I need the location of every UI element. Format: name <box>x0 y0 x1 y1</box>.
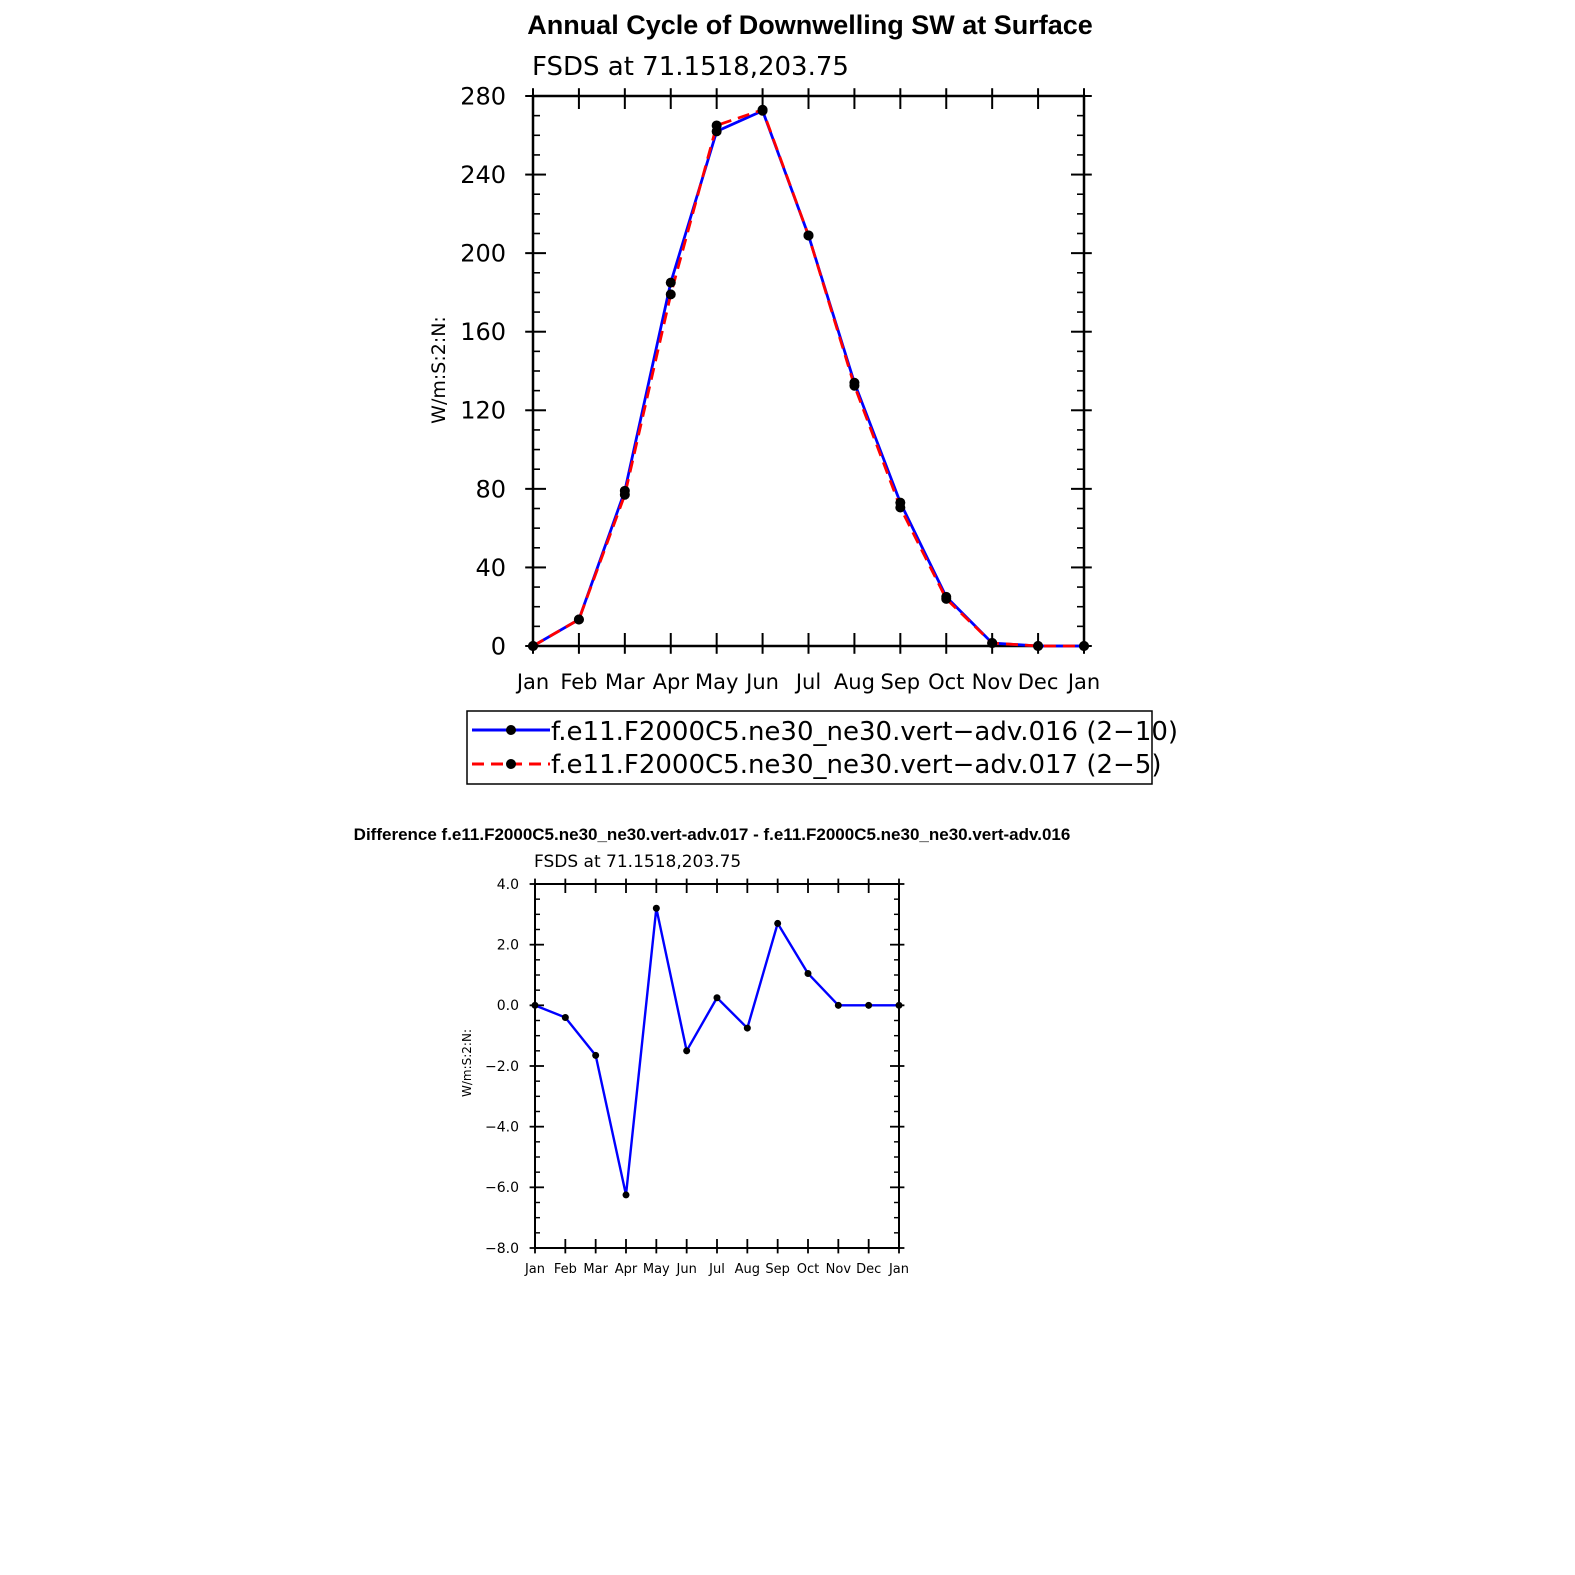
x-tick-label: Feb <box>560 670 597 694</box>
x-tick-label: Jun <box>676 1262 697 1277</box>
data-point <box>573 614 584 625</box>
x-tick-label: Jan <box>515 670 549 694</box>
series-group <box>528 104 1089 651</box>
data-point <box>528 641 538 651</box>
data-point <box>803 230 814 241</box>
axis-ticks: Jan Feb Mar Apr May Jun Jul Aug Sep Oct Nov Dec Jan 0… <box>460 82 1100 694</box>
y-axis-label: W/m:S:2:N: <box>428 316 450 424</box>
difference-chart: Difference f.e11.F2000C5.ne30_ne30.vert-… <box>354 825 1071 1277</box>
data-point <box>895 1001 903 1009</box>
y-tick-label: 40 <box>475 554 506 582</box>
data-point <box>711 120 722 131</box>
y-tick-label: 240 <box>460 161 506 189</box>
y-tick-label: 120 <box>460 397 506 425</box>
y-tick-label: −4.0 <box>485 1120 519 1136</box>
y-tick-label: 80 <box>475 475 506 503</box>
legend-entry-series-1: f.e11.F2000C5.ne30_ne30.vert−adv.016 (2−… <box>472 717 1178 747</box>
data-point <box>743 1024 751 1032</box>
x-tick-label: Jan <box>1066 670 1100 694</box>
x-tick-label: Jan <box>888 1262 909 1277</box>
x-tick-label: Sep <box>881 670 921 694</box>
x-tick-label: Jun <box>744 670 779 694</box>
x-tick-label: Oct <box>928 670 964 694</box>
legend-label: f.e11.F2000C5.ne30_ne30.vert−adv.017 (2−… <box>551 750 1162 780</box>
x-tick-label: Jul <box>708 1262 725 1277</box>
legend-marker <box>506 759 516 769</box>
legend: f.e11.F2000C5.ne30_ne30.vert−adv.016 (2−… <box>466 710 1178 785</box>
legend-frame <box>466 710 1153 785</box>
x-tick-label: Mar <box>583 1262 608 1277</box>
x-tick-label: Jan <box>524 1262 545 1277</box>
legend-label: f.e11.F2000C5.ne30_ne30.vert−adv.016 (2−… <box>551 717 1178 747</box>
legend-entry-series-2: f.e11.F2000C5.ne30_ne30.vert−adv.017 (2−… <box>472 750 1162 780</box>
x-tick-label: Dec <box>1018 670 1059 694</box>
x-tick-label: Sep <box>765 1262 790 1277</box>
data-point <box>834 1001 842 1009</box>
y-tick-label: 4.0 <box>497 877 519 893</box>
x-tick-label: Feb <box>554 1262 577 1277</box>
data-point <box>683 1047 691 1055</box>
series-line-1 <box>532 109 1084 648</box>
data-point <box>622 1191 630 1199</box>
y-axis-label: W/m:S:2:N: <box>460 1029 474 1097</box>
data-point <box>665 289 676 300</box>
y-tick-label: −8.0 <box>485 1241 519 1257</box>
x-tick-label: Apr <box>653 670 690 694</box>
series-line-2 <box>532 108 1084 648</box>
data-point <box>665 277 676 288</box>
x-tick-label: Dec <box>856 1262 881 1277</box>
data-point <box>941 593 952 604</box>
x-tick-label: Nov <box>972 670 1013 694</box>
x-tick-label: Aug <box>735 1262 760 1277</box>
y-tick-label: 160 <box>460 318 506 346</box>
x-tick-label: Nov <box>826 1262 852 1277</box>
chart-title: Annual Cycle of Downwelling SW at Surfac… <box>527 10 1093 40</box>
y-tick-label: −6.0 <box>485 1180 519 1196</box>
x-tick-label: May <box>695 670 738 694</box>
chart-title: Difference f.e11.F2000C5.ne30_ne30.vert-… <box>354 825 1071 844</box>
data-point <box>804 969 812 977</box>
x-tick-label: Apr <box>615 1262 638 1277</box>
plot-frame <box>531 94 1086 648</box>
chart-subtitle: FSDS at 71.1518,203.75 <box>532 52 849 82</box>
x-tick-label: Jul <box>794 670 821 694</box>
data-point <box>1079 641 1089 651</box>
y-tick-label: 0.0 <box>497 998 519 1014</box>
annual-cycle-chart: Annual Cycle of Downwelling SW at Surfac… <box>428 10 1178 785</box>
x-tick-label: Oct <box>797 1262 819 1277</box>
data-point <box>713 994 721 1002</box>
y-tick-label: 280 <box>460 82 506 110</box>
data-point <box>987 638 998 649</box>
data-point <box>652 904 660 912</box>
data-point <box>774 919 782 927</box>
y-tick-label: 2.0 <box>497 938 519 954</box>
data-point <box>531 1001 539 1009</box>
x-tick-label: Aug <box>834 670 875 694</box>
data-point <box>1033 641 1044 651</box>
data-point <box>757 104 768 115</box>
data-point <box>592 1051 600 1059</box>
data-point <box>865 1001 873 1009</box>
data-point <box>849 380 860 391</box>
chart-subtitle: FSDS at 71.1518,203.75 <box>534 852 741 872</box>
y-tick-label: −2.0 <box>485 1059 519 1075</box>
data-point <box>895 502 906 513</box>
series-line-1 <box>534 907 899 1197</box>
y-tick-label: 0 <box>491 632 506 660</box>
series-group <box>531 904 903 1199</box>
plot-frame <box>534 883 900 1249</box>
x-tick-label: Mar <box>605 670 645 694</box>
axis-ticks: Jan Feb Mar Apr May Jun Jul Aug Sep Oct Nov Dec Jan−… <box>485 877 909 1277</box>
legend-marker <box>506 725 516 735</box>
data-point <box>619 489 630 500</box>
data-point <box>561 1013 569 1021</box>
x-tick-label: May <box>643 1262 670 1277</box>
y-tick-label: 200 <box>460 240 506 268</box>
